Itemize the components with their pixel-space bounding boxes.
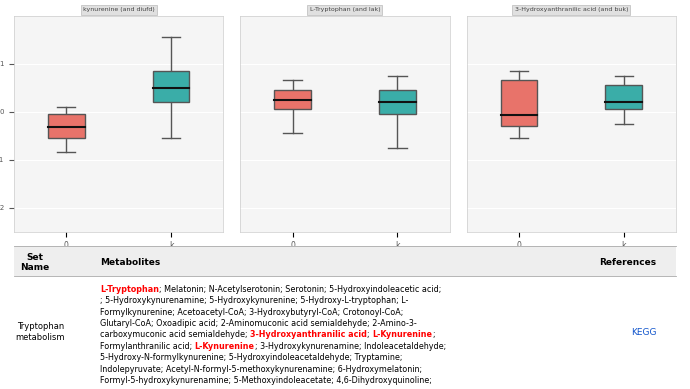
Title: L-Tryptophan (and lak): L-Tryptophan (and lak) <box>310 7 380 12</box>
Text: 5-Hydroxy-N-formylkynurenine; 5-Hydroxyindoleacetaldehyde; Tryptamine;: 5-Hydroxy-N-formylkynurenine; 5-Hydroxyi… <box>100 353 402 362</box>
Text: KEGG: KEGG <box>631 328 656 336</box>
Text: Formylanthranilic acid;: Formylanthranilic acid; <box>100 342 195 351</box>
Text: Tryptophan
metabolism: Tryptophan metabolism <box>16 322 65 342</box>
FancyBboxPatch shape <box>14 246 676 277</box>
Text: 3-Hydroxyanthranilic acid: 3-Hydroxyanthranilic acid <box>250 331 367 340</box>
Text: Glutaryl-CoA; Oxoadipic acid; 2-Aminomuconic acid semialdehyde; 2-Amino-3-: Glutaryl-CoA; Oxoadipic acid; 2-Aminomuc… <box>100 319 417 328</box>
Text: ;: ; <box>367 331 372 340</box>
Text: Set
Name: Set Name <box>21 253 50 272</box>
Text: L-Kynurenine: L-Kynurenine <box>195 342 255 351</box>
Bar <box>274 90 311 109</box>
Text: ;: ; <box>432 331 435 340</box>
Text: ; 5-Hydroxykynurenamine; 5-Hydroxykynurenine; 5-Hydroxy-L-tryptophan; L-: ; 5-Hydroxykynurenamine; 5-Hydroxykynure… <box>100 296 408 305</box>
Text: ; 3-Hydroxykynurenamine; Indoleacetaldehyde;: ; 3-Hydroxykynurenamine; Indoleacetaldeh… <box>255 342 446 351</box>
Text: ; Melatonin; N-Acetylserotonin; Serotonin; 5-Hydroxyindoleacetic acid;: ; Melatonin; N-Acetylserotonin; Serotoni… <box>159 285 442 294</box>
Title: kynurenine (and diufd): kynurenine (and diufd) <box>83 7 155 12</box>
Text: L-Tryptophan: L-Tryptophan <box>100 285 159 294</box>
Text: carboxymuconic acid semialdehyde;: carboxymuconic acid semialdehyde; <box>100 331 250 340</box>
Text: L-Kynurenine: L-Kynurenine <box>372 331 432 340</box>
Bar <box>152 71 189 102</box>
Text: Metabolites: Metabolites <box>100 258 160 267</box>
Text: Formyl-5-hydroxykynurenamine; 5-Methoxyindoleacetate; 4,6-Dihydroxyquinoline;: Formyl-5-hydroxykynurenamine; 5-Methoxyi… <box>100 376 432 385</box>
Bar <box>605 85 642 109</box>
Bar <box>379 90 416 114</box>
Text: Formylkynurenine; Acetoacetyl-CoA; 3-Hydroxybutyryl-CoA; Crotonoyl-CoA;: Formylkynurenine; Acetoacetyl-CoA; 3-Hyd… <box>100 308 403 317</box>
Bar <box>501 81 538 126</box>
Text: References: References <box>599 258 656 267</box>
Text: Indolepyruvate; Acetyl-N-formyl-5-methoxykynurenamine; 6-Hydroxymelatonin;: Indolepyruvate; Acetyl-N-formyl-5-methox… <box>100 365 422 374</box>
Title: 3-Hydroxyanthranilic acid (and buk): 3-Hydroxyanthranilic acid (and buk) <box>515 7 628 12</box>
Bar <box>48 114 85 138</box>
